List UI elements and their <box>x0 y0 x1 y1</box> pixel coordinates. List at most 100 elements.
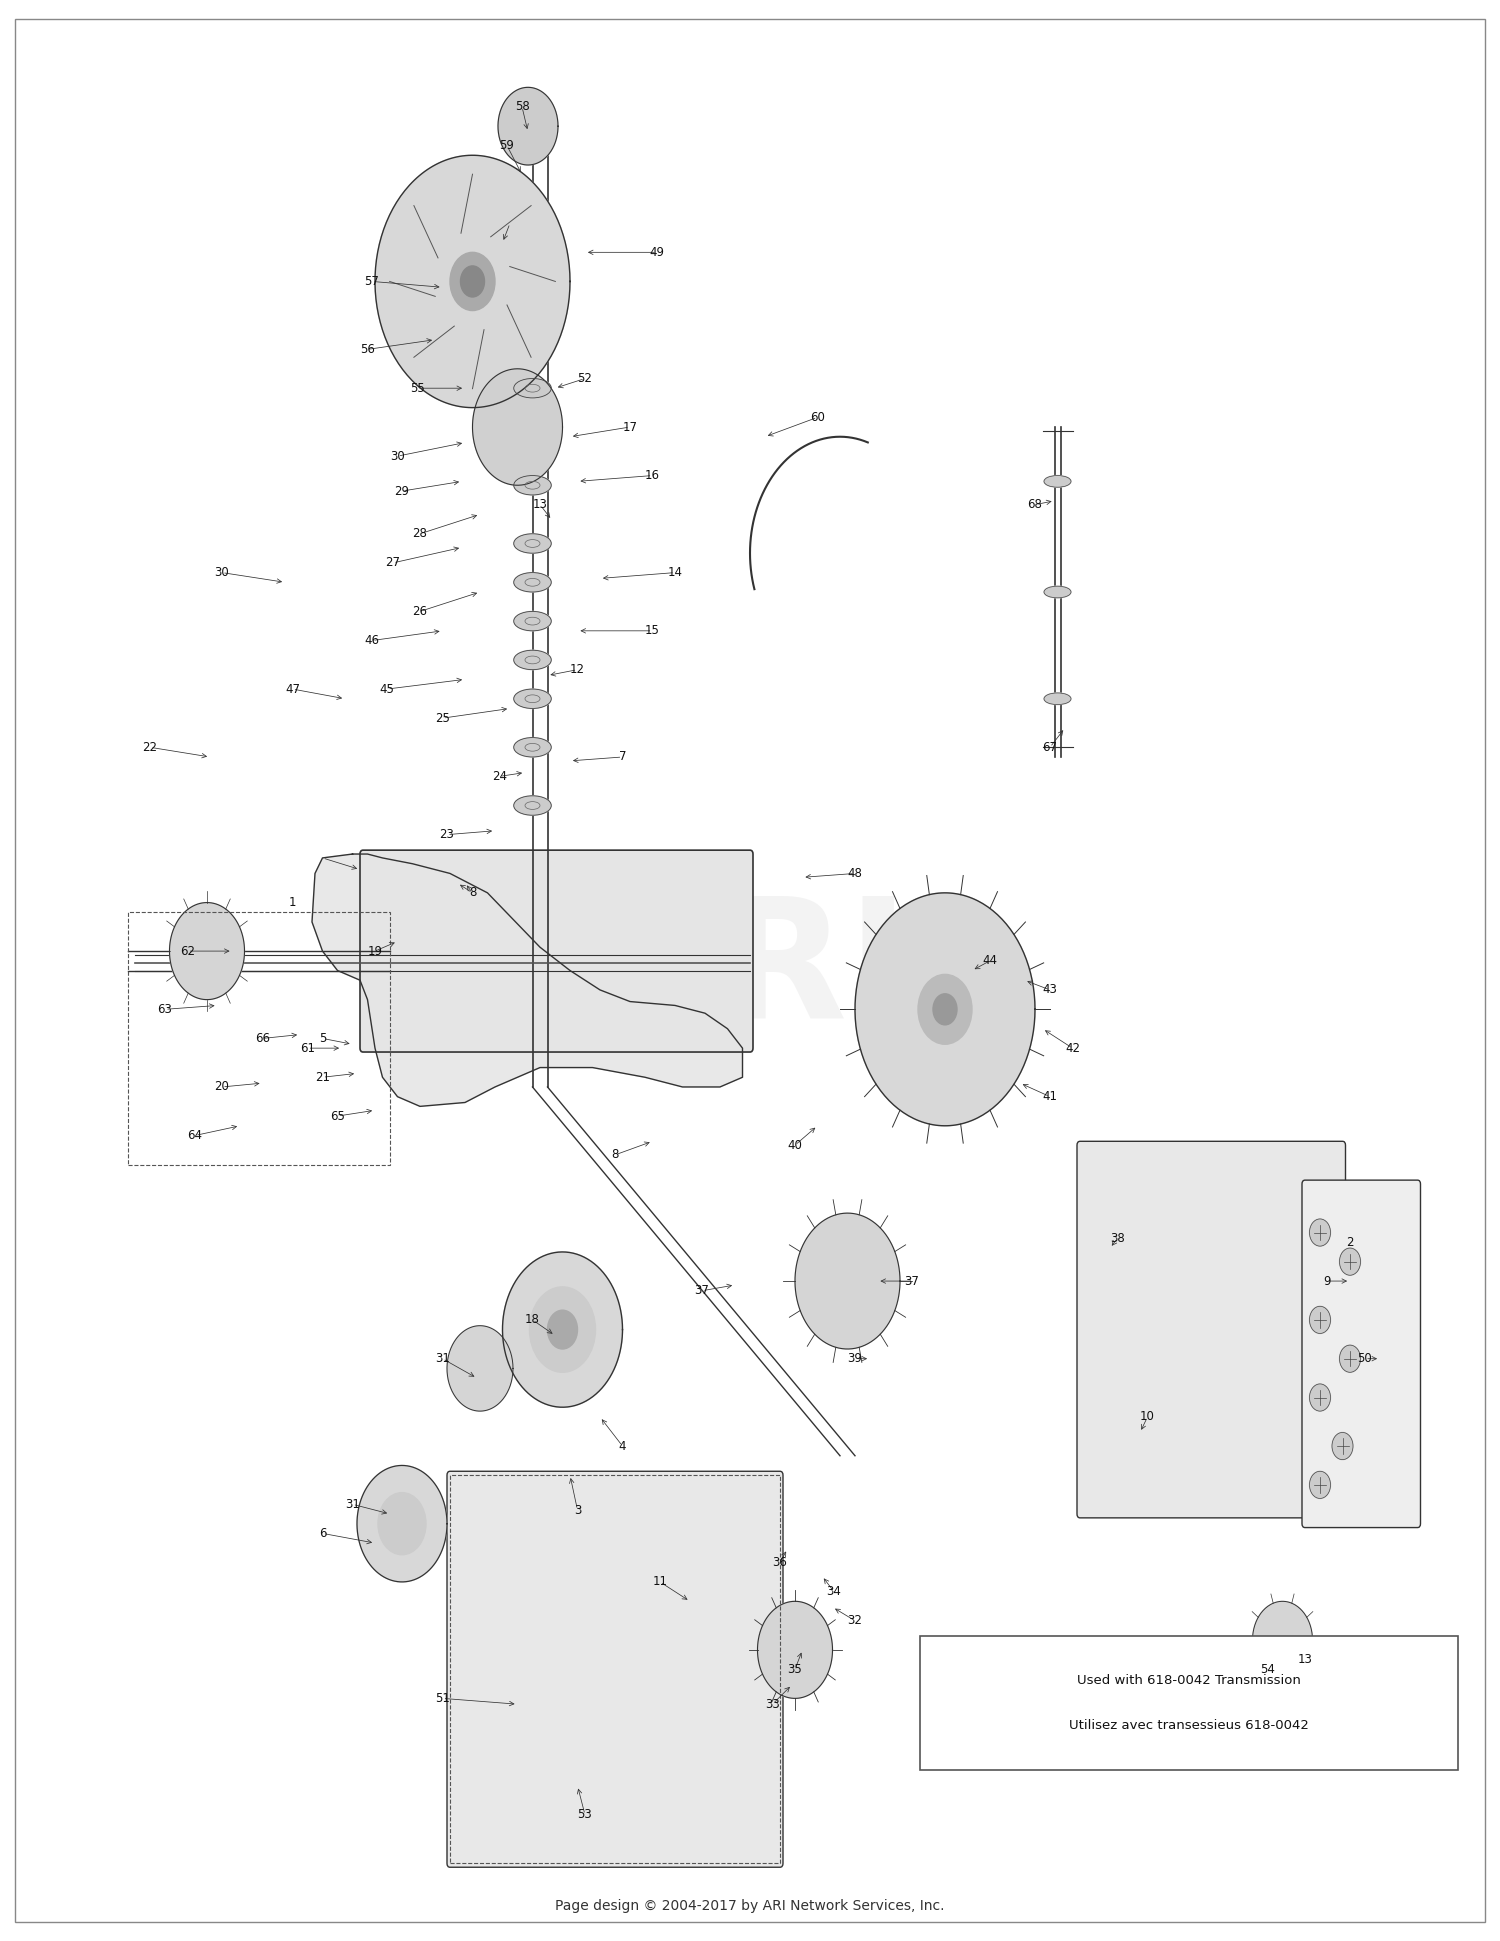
Text: 67: 67 <box>1042 741 1058 753</box>
Text: 42: 42 <box>1065 1042 1080 1054</box>
FancyBboxPatch shape <box>360 850 753 1052</box>
Circle shape <box>378 1493 426 1555</box>
Circle shape <box>1310 1306 1330 1333</box>
Text: 8: 8 <box>470 887 476 899</box>
Text: 25: 25 <box>435 712 450 724</box>
Text: 11: 11 <box>652 1576 668 1588</box>
Text: Used with 618-0042 Transmission: Used with 618-0042 Transmission <box>1077 1673 1300 1687</box>
Text: 38: 38 <box>1110 1233 1125 1244</box>
Text: 40: 40 <box>788 1139 802 1151</box>
Text: 27: 27 <box>386 557 400 569</box>
Polygon shape <box>795 1213 900 1349</box>
Text: 51: 51 <box>435 1693 450 1704</box>
FancyBboxPatch shape <box>1302 1180 1420 1528</box>
Circle shape <box>1310 1471 1330 1498</box>
Text: 29: 29 <box>394 485 410 497</box>
Text: 46: 46 <box>364 635 380 646</box>
Text: 14: 14 <box>668 567 682 578</box>
Text: 1: 1 <box>288 897 296 908</box>
Text: 45: 45 <box>380 683 394 695</box>
Text: 59: 59 <box>500 140 514 151</box>
Text: 33: 33 <box>765 1698 780 1710</box>
Text: 18: 18 <box>525 1314 540 1326</box>
Circle shape <box>548 1310 578 1349</box>
Circle shape <box>1340 1345 1360 1372</box>
Text: 54: 54 <box>1260 1663 1275 1675</box>
Ellipse shape <box>1044 586 1071 598</box>
Text: 30: 30 <box>214 567 230 578</box>
Ellipse shape <box>513 689 552 708</box>
Text: 39: 39 <box>847 1353 862 1365</box>
Text: 21: 21 <box>315 1071 330 1083</box>
Text: 48: 48 <box>847 868 862 879</box>
Circle shape <box>530 1287 596 1372</box>
Text: 16: 16 <box>645 470 660 481</box>
Circle shape <box>1310 1384 1330 1411</box>
Text: 7: 7 <box>618 751 627 763</box>
Text: 44: 44 <box>982 955 998 967</box>
Text: 47: 47 <box>285 683 300 695</box>
Text: 26: 26 <box>413 606 428 617</box>
Text: 68: 68 <box>1028 499 1042 510</box>
Ellipse shape <box>513 650 552 670</box>
Text: 20: 20 <box>214 1081 230 1093</box>
FancyBboxPatch shape <box>447 1471 783 1867</box>
Text: 23: 23 <box>440 829 454 840</box>
Text: 61: 61 <box>300 1042 315 1054</box>
Text: 6: 6 <box>318 1528 327 1539</box>
Circle shape <box>1310 1219 1330 1246</box>
Text: 15: 15 <box>645 625 660 637</box>
Text: 41: 41 <box>1042 1091 1058 1102</box>
Text: 50: 50 <box>1358 1353 1372 1365</box>
Polygon shape <box>447 1326 513 1411</box>
Text: 5: 5 <box>320 1033 326 1044</box>
Text: 2: 2 <box>1347 1236 1353 1248</box>
Ellipse shape <box>1044 693 1071 705</box>
Text: 35: 35 <box>788 1663 802 1675</box>
Circle shape <box>933 994 957 1025</box>
Circle shape <box>918 974 972 1044</box>
Text: 53: 53 <box>578 1809 592 1821</box>
Text: 63: 63 <box>158 1003 172 1015</box>
Text: 62: 62 <box>180 945 195 957</box>
Polygon shape <box>357 1465 447 1582</box>
Ellipse shape <box>513 611 552 631</box>
Polygon shape <box>472 369 562 485</box>
Text: ARI: ARI <box>591 889 909 1052</box>
Text: 55: 55 <box>410 382 424 394</box>
Text: 22: 22 <box>142 741 158 753</box>
Text: 34: 34 <box>827 1586 842 1597</box>
Polygon shape <box>1252 1601 1312 1679</box>
Text: 60: 60 <box>810 411 825 423</box>
Text: 19: 19 <box>368 945 382 957</box>
Text: 3: 3 <box>574 1504 580 1516</box>
Text: 49: 49 <box>650 247 664 258</box>
Circle shape <box>1332 1432 1353 1460</box>
Circle shape <box>1340 1248 1360 1275</box>
Text: 56: 56 <box>360 344 375 355</box>
Text: 30: 30 <box>390 450 405 462</box>
Text: 36: 36 <box>772 1557 788 1568</box>
Text: 43: 43 <box>1042 984 1058 996</box>
Text: 31: 31 <box>435 1353 450 1365</box>
Ellipse shape <box>1044 476 1071 487</box>
Text: 37: 37 <box>904 1275 920 1287</box>
Text: 13: 13 <box>532 499 548 510</box>
FancyBboxPatch shape <box>920 1636 1458 1770</box>
Text: 32: 32 <box>847 1615 862 1627</box>
Ellipse shape <box>513 534 552 553</box>
Polygon shape <box>758 1601 833 1698</box>
FancyBboxPatch shape <box>1077 1141 1346 1518</box>
Text: Utilisez avec transessieus 618-0042: Utilisez avec transessieus 618-0042 <box>1070 1720 1308 1733</box>
Ellipse shape <box>513 378 552 398</box>
Text: 9: 9 <box>1323 1275 1332 1287</box>
Text: 31: 31 <box>345 1498 360 1510</box>
Bar <box>128 912 390 1165</box>
Polygon shape <box>855 893 1035 1126</box>
Polygon shape <box>498 87 558 165</box>
Ellipse shape <box>513 738 552 757</box>
Text: 24: 24 <box>492 771 507 782</box>
Bar <box>450 1475 780 1863</box>
Text: Page design © 2004-2017 by ARI Network Services, Inc.: Page design © 2004-2017 by ARI Network S… <box>555 1898 945 1914</box>
Text: 52: 52 <box>578 373 592 384</box>
